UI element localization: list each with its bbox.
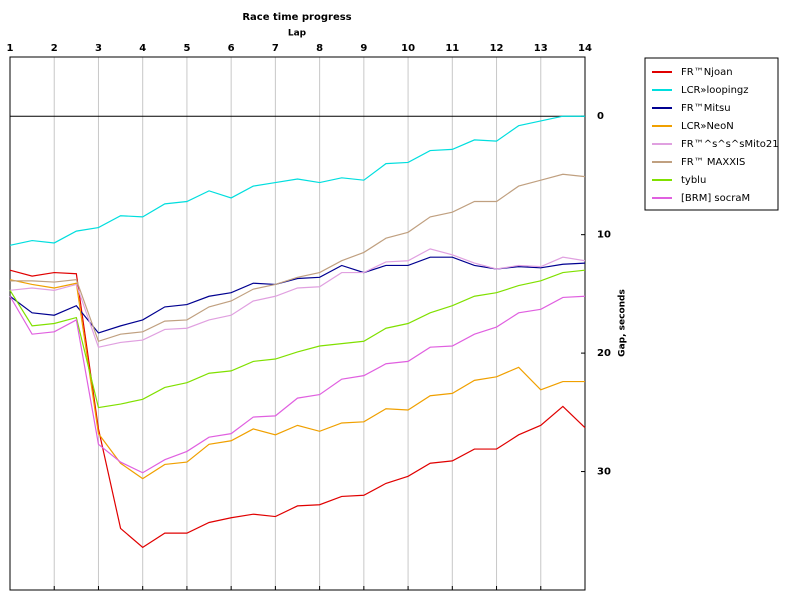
x-axis-label: Lap — [288, 29, 307, 39]
x-tick-label: 14 — [578, 43, 592, 54]
x-tick-label: 5 — [183, 43, 190, 54]
legend-label: tyblu — [681, 175, 706, 186]
legend-label: FR™^s^s^sMito21 — [681, 139, 779, 150]
legend-label: FR™ MAXXIS — [681, 157, 745, 168]
x-tick-label: 13 — [534, 43, 548, 54]
legend-label: LCR»loopingz — [681, 85, 749, 96]
legend-label: FR™Njoan — [681, 67, 733, 78]
legend-label: FR™Mitsu — [681, 103, 731, 114]
x-tick-label: 2 — [51, 43, 58, 54]
x-tick-label: 4 — [139, 43, 146, 54]
plot-frame — [9, 56, 586, 591]
x-tick-label: 12 — [490, 43, 504, 54]
series-line — [9, 295, 586, 474]
x-tick-label: 11 — [445, 43, 459, 54]
y-tick-label: 30 — [597, 467, 611, 478]
series-line — [9, 256, 586, 334]
chart-title: Race time progress — [242, 12, 351, 23]
x-tick-label: 6 — [228, 43, 235, 54]
legend-box — [644, 57, 779, 211]
y-tick-label: 0 — [597, 111, 604, 122]
series-line — [9, 269, 586, 549]
x-tick-label: 1 — [7, 43, 14, 54]
legend-label: [BRM] socraM — [681, 193, 750, 204]
series-line — [9, 115, 585, 246]
x-tick-label: 10 — [401, 43, 415, 54]
series-line — [9, 279, 585, 480]
y-tick-label: 10 — [597, 230, 611, 241]
x-tick-label: 7 — [272, 43, 279, 54]
x-tick-label: 9 — [360, 43, 367, 54]
y-tick-label: 20 — [597, 348, 611, 359]
y-axis-label: Gap, seconds — [618, 289, 628, 357]
series-line — [10, 173, 586, 343]
series-line — [9, 269, 586, 409]
x-tick-label: 8 — [316, 43, 323, 54]
series-line — [9, 248, 586, 348]
x-tick-label: 3 — [95, 43, 102, 54]
legend-label: LCR»NeoN — [681, 121, 734, 132]
